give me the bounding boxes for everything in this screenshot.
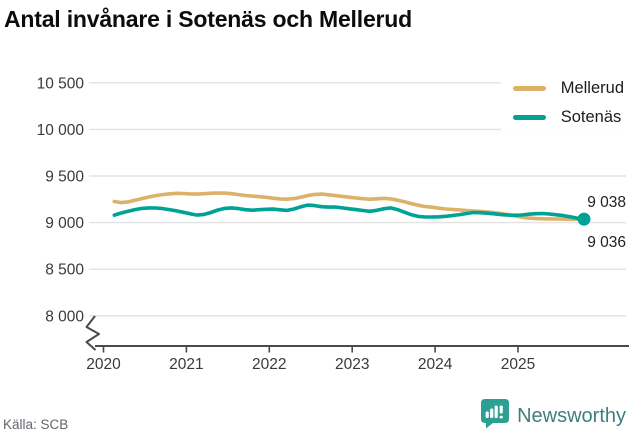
x-tick-label: 2023 xyxy=(335,356,369,373)
y-tick-label: 9 000 xyxy=(45,215,84,232)
legend-label: Mellerud xyxy=(560,79,624,97)
x-tick-label: 2021 xyxy=(169,356,203,373)
source-note: Källa: SCB xyxy=(3,417,69,432)
y-tick-label: 8 000 xyxy=(45,308,84,325)
y-tick-label: 9 500 xyxy=(45,169,84,186)
mellerud-line-swatch xyxy=(512,86,546,91)
legend-item-sotenas: Sotenäs xyxy=(512,108,624,127)
end-label-bottom: 9 036 xyxy=(587,234,626,251)
newsworthy-wordmark: Newsworthy xyxy=(517,405,626,427)
x-tick-label: 2022 xyxy=(252,356,286,373)
page-title: Antal invånare i Sotenäs och Mellerud xyxy=(4,6,412,32)
legend: Mellerud Sotenäs xyxy=(500,76,626,130)
sotenas-line-swatch xyxy=(512,115,546,120)
axis-break-icon xyxy=(85,315,100,351)
y-tick-label: 10 000 xyxy=(37,122,85,139)
end-label-top: 9 038 xyxy=(587,194,626,211)
x-tick-label: 2020 xyxy=(86,356,121,373)
legend-label: Sotenäs xyxy=(560,108,622,126)
end-dot xyxy=(577,212,591,226)
y-tick-label: 10 500 xyxy=(37,75,85,92)
x-tick-label: 2024 xyxy=(418,356,453,373)
x-tick-label: 2025 xyxy=(501,356,535,373)
y-tick-label: 8 500 xyxy=(45,262,84,279)
series-line-sotenäs xyxy=(112,203,586,221)
legend-item-mellerud: Mellerud xyxy=(512,79,624,98)
newsworthy-logo[interactable]: Newsworthy xyxy=(481,399,626,434)
newsworthy-bubble-chart-icon xyxy=(481,399,510,434)
